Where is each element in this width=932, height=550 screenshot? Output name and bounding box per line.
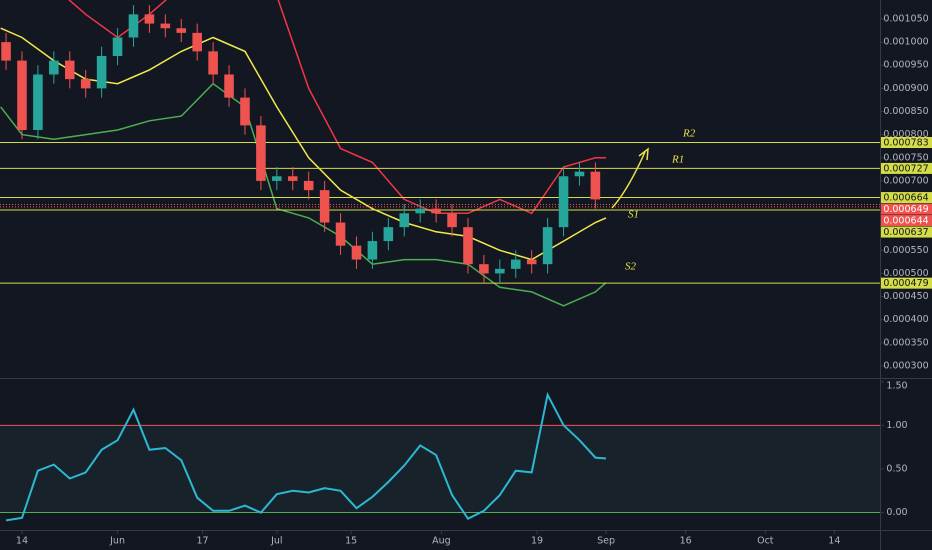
- candle-body: [160, 23, 171, 29]
- x-tick-label: Sep: [597, 536, 615, 547]
- candle-body: [1, 42, 11, 61]
- candle-body: [319, 190, 330, 223]
- price-label: 0.000479: [883, 278, 928, 289]
- candle-body: [574, 171, 585, 177]
- candle-body: [272, 176, 282, 181]
- x-tick-label: 15: [345, 536, 357, 547]
- price-label: 0.000664: [883, 193, 928, 204]
- candle-body: [415, 208, 425, 214]
- candle-body: [17, 60, 27, 131]
- candle-body: [431, 208, 441, 214]
- candle-body: [176, 28, 187, 33]
- price-label-box: [881, 226, 932, 238]
- annotation: S1: [628, 209, 639, 221]
- candle-body: [399, 213, 410, 228]
- candle-body: [80, 79, 91, 89]
- oscillator-line: [5, 391, 607, 522]
- price-label-box: [881, 203, 932, 215]
- x-tick-label: 17: [196, 536, 208, 547]
- price-label: 0.000649: [883, 204, 928, 215]
- price-label-box: [881, 162, 932, 174]
- candle-body: [128, 14, 139, 38]
- candle-body: [542, 227, 553, 265]
- y-tick-label: 1.00: [886, 420, 907, 431]
- price-label: 0.000783: [883, 138, 928, 149]
- band-fill: [0, 425, 880, 513]
- price-label-box: [881, 137, 932, 149]
- annotation: R1: [671, 154, 684, 166]
- candle-body: [192, 32, 202, 52]
- candle-body: [479, 264, 489, 274]
- y-tick-label: 0.00: [886, 507, 907, 518]
- price-panel: [0, 0, 880, 307]
- oscillator-panel: [0, 391, 880, 522]
- candle-body: [335, 222, 346, 246]
- candle-body: [112, 37, 123, 56]
- y-tick-label: 0.000400: [883, 314, 928, 325]
- y-tick-label: 0.50: [886, 463, 907, 474]
- y-tick-label: 1.50: [886, 381, 907, 392]
- y-tick-label: 0.000300: [883, 360, 928, 371]
- x-tick-label: Aug: [432, 536, 451, 547]
- candle-body: [351, 245, 362, 260]
- y-tick-label: 0.000500: [883, 268, 928, 279]
- x-tick-label: 14: [828, 536, 840, 547]
- candle-body: [256, 125, 266, 181]
- y-tick-label: 0.000700: [883, 175, 928, 186]
- axes: 0.000300 0.000350 0.000400 0.000450 0.000500…: [16, 13, 932, 547]
- candle-body: [495, 268, 505, 274]
- annotation: S2: [625, 261, 637, 273]
- y-tick-label: 0.001050: [883, 13, 928, 24]
- candle-body: [526, 259, 537, 265]
- y-tick-label: 0.000450: [883, 291, 928, 302]
- price-label-box: [881, 215, 932, 227]
- candle-body: [208, 51, 218, 75]
- candle-body: [303, 180, 314, 191]
- x-tick-label: Jul: [270, 536, 282, 547]
- candle-body: [287, 176, 298, 181]
- price-label: 0.000637: [883, 227, 928, 238]
- candle-body: [224, 74, 234, 98]
- price-label: 0.000644: [883, 216, 928, 227]
- x-tick-label: Oct: [757, 536, 774, 547]
- price-label-box: [881, 277, 932, 289]
- arrow-head: [638, 147, 649, 161]
- x-tick-label: Jun: [109, 536, 125, 547]
- candle-body: [367, 241, 378, 260]
- price-label-box: [881, 192, 932, 204]
- candle-body: [590, 171, 601, 200]
- candle-body: [33, 74, 43, 131]
- y-tick-label: 0.000350: [883, 337, 928, 348]
- candle-body: [240, 97, 250, 126]
- candle-body: [447, 213, 457, 228]
- annotation: R2: [682, 128, 696, 140]
- y-tick-label: 0.001000: [883, 37, 928, 48]
- band-line: [0, 82, 607, 307]
- candle-body: [144, 14, 155, 24]
- y-tick-label: 0.000750: [883, 152, 928, 163]
- candle-body: [64, 60, 75, 80]
- y-tick-label: 0.000900: [883, 83, 928, 94]
- band-line: [0, 27, 607, 261]
- y-tick-label: 0.000550: [883, 245, 928, 256]
- candle-body: [49, 60, 59, 75]
- price-label: 0.000727: [883, 163, 928, 174]
- x-tick-label: 19: [531, 536, 543, 547]
- x-tick-label: 16: [680, 536, 692, 547]
- candle-body: [96, 55, 107, 89]
- x-tick-label: 14: [16, 536, 28, 547]
- y-tick-label: 0.000950: [883, 60, 928, 71]
- y-tick-label: 0.000850: [883, 106, 928, 117]
- candle-body: [463, 227, 473, 265]
- candle-body: [558, 176, 569, 228]
- candle-body: [383, 227, 394, 242]
- candle-body: [510, 259, 521, 269]
- arrow: [611, 151, 646, 209]
- y-tick-label: 0.000800: [883, 129, 928, 140]
